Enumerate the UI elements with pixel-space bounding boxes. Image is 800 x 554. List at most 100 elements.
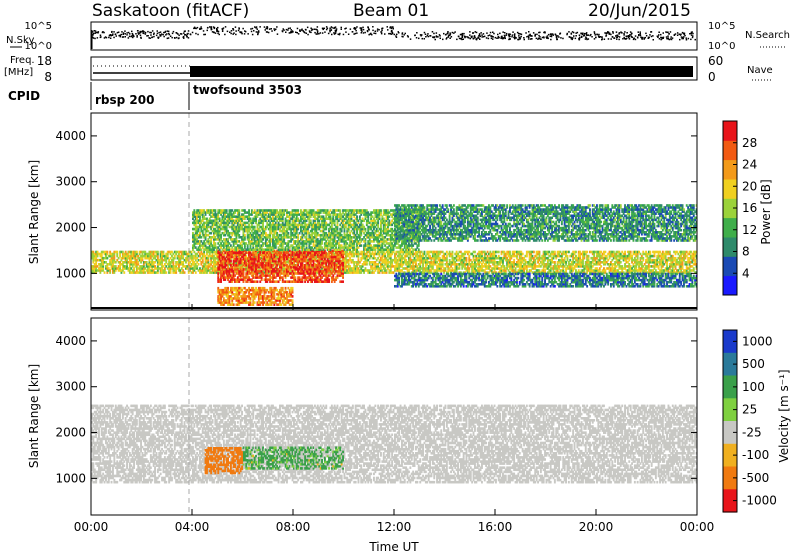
power-cell [281, 272, 284, 275]
power-cell [248, 266, 250, 269]
power-cell [179, 258, 182, 262]
power-cell [192, 254, 194, 258]
power-cell [437, 263, 440, 266]
power-cell [680, 250, 683, 254]
power-cell [548, 265, 551, 268]
count-point [229, 31, 231, 33]
power-cell [412, 265, 415, 268]
power-cell [495, 261, 497, 264]
count-point [138, 32, 141, 34]
power-cell [183, 271, 186, 274]
power-cell [224, 270, 227, 273]
count-point [547, 37, 549, 40]
power-cell [176, 254, 179, 258]
count-point [578, 38, 581, 41]
power-cell [429, 265, 431, 268]
power-cell [523, 256, 525, 260]
power-cell [600, 254, 603, 258]
power-cell [551, 261, 553, 264]
power-cell [486, 250, 489, 254]
power-cell [180, 250, 183, 254]
freq-nave-panel: Freq. [MHz] 18 8 60 0 Nave [4, 54, 773, 84]
count-point [501, 37, 504, 39]
power-cell [126, 254, 128, 258]
power-cell [661, 254, 664, 258]
power-cell [437, 267, 440, 270]
power-cell [406, 252, 409, 256]
power-cell [415, 271, 417, 274]
power-cell [260, 256, 263, 260]
count-point [639, 33, 641, 35]
count-point [606, 32, 608, 34]
power-cell [635, 252, 638, 256]
count-point [164, 30, 167, 33]
power-cell [688, 271, 691, 274]
power-cell [535, 271, 538, 274]
power-cell [587, 267, 590, 270]
power-cell [580, 252, 583, 256]
power-cell [598, 256, 601, 260]
power-cell [264, 276, 267, 279]
count-point [591, 36, 593, 38]
power-cell [653, 263, 656, 266]
power-cell [437, 250, 440, 254]
power-cell [121, 256, 124, 260]
count-point [519, 37, 522, 39]
power-cell [396, 258, 399, 262]
power-cell [504, 258, 507, 262]
power-cell [186, 254, 189, 258]
power-cell [368, 261, 371, 264]
power-cell [113, 261, 116, 264]
power-cell [541, 271, 544, 274]
power-cell [684, 252, 687, 256]
power-cell [203, 269, 206, 272]
power-cell [618, 256, 621, 260]
power-cell [350, 271, 353, 274]
power-cell [395, 265, 398, 268]
power-cell [246, 263, 249, 266]
count-point [514, 37, 516, 40]
power-cell [147, 271, 149, 274]
count-point [682, 37, 684, 40]
power-cell [535, 252, 538, 256]
count-point [338, 33, 341, 36]
power-cell [288, 259, 291, 263]
power-cell [279, 257, 281, 261]
power-cell [378, 254, 381, 258]
power-cell [295, 268, 298, 271]
power-cell [556, 263, 559, 266]
power-cell [354, 261, 357, 264]
power-cell [95, 269, 98, 272]
power-cell [436, 269, 438, 272]
count-point [643, 37, 645, 39]
count-point [244, 30, 246, 32]
power-cell [695, 271, 697, 274]
power-cell [148, 256, 151, 260]
power-cell [364, 258, 367, 262]
power-cell [149, 256, 152, 260]
power-cell [242, 272, 245, 275]
power-cell [486, 271, 489, 274]
count-point [104, 36, 107, 38]
power-cell [262, 266, 264, 269]
power-cell [273, 272, 276, 275]
count-point [620, 31, 622, 33]
count-point [668, 38, 671, 41]
power-cell [511, 271, 514, 274]
power-cell [495, 256, 497, 260]
power-cell [631, 254, 633, 258]
power-cell [566, 267, 569, 270]
power-cell [185, 261, 187, 264]
power-cell [351, 258, 354, 262]
power-cell [424, 265, 427, 268]
power-cell [130, 252, 133, 256]
power-cell [116, 267, 119, 270]
power-cell [431, 250, 434, 254]
power-cell [119, 267, 121, 270]
power-cell [639, 271, 642, 274]
power-cell [356, 250, 358, 254]
power-cell [479, 250, 482, 254]
power-cell [576, 261, 579, 264]
power-cell [603, 271, 605, 274]
power-cell [482, 265, 485, 268]
